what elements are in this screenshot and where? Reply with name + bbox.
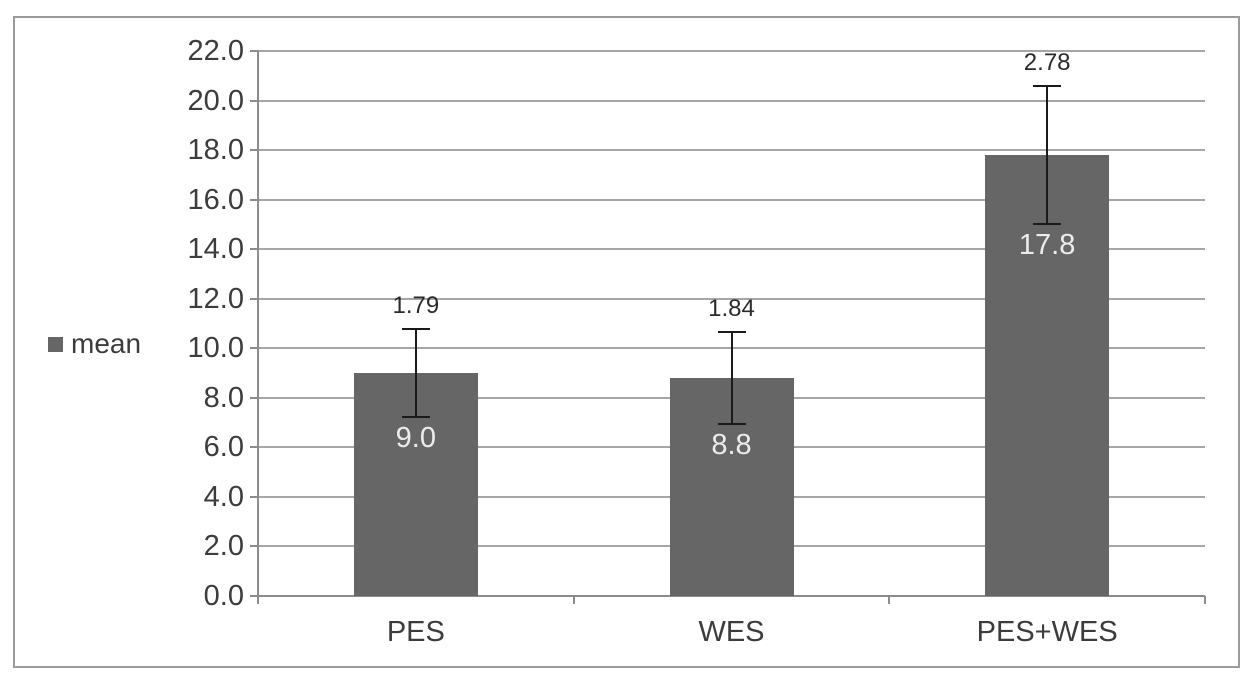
y-axis-tick <box>250 446 258 449</box>
y-axis-tick <box>250 297 258 300</box>
error-bar-cap-bottom <box>401 416 430 419</box>
error-bar-cap-top <box>401 327 430 330</box>
y-tick-label: 4.0 <box>203 480 244 513</box>
error-bar-cap-bottom <box>1033 222 1062 225</box>
y-axis-tick <box>250 396 258 399</box>
error-bar-cap-bottom <box>717 422 746 425</box>
gridline <box>258 50 1205 52</box>
legend-label: mean <box>71 328 142 359</box>
y-axis-tick <box>250 248 258 251</box>
x-axis-tick <box>257 596 259 604</box>
y-tick-label: 12.0 <box>187 282 244 315</box>
y-tick-label: 22.0 <box>187 35 244 67</box>
y-tick-label: 20.0 <box>187 84 244 117</box>
y-tick-label: 18.0 <box>187 134 244 167</box>
y-axis-tick <box>250 198 258 201</box>
gridline <box>258 297 1205 300</box>
x-axis-line <box>258 595 1205 597</box>
y-axis-tick <box>250 495 258 498</box>
y-axis-tick <box>250 595 258 597</box>
legend: mean <box>48 329 141 359</box>
error-bar-line <box>730 332 733 424</box>
gridline <box>258 99 1205 102</box>
y-axis-tick <box>250 99 258 102</box>
error-value-label: 1.84 <box>708 295 755 323</box>
y-tick-label: 6.0 <box>203 431 244 464</box>
y-axis-tick <box>250 545 258 548</box>
x-category-label-WES: WES <box>698 616 765 648</box>
error-value-label: 1.79 <box>392 291 440 319</box>
x-category-label-PES+WES: PES+WES <box>976 616 1118 648</box>
error-bar-cap-top <box>1033 85 1062 88</box>
x-axis-tick <box>1204 596 1206 604</box>
y-tick-label: 16.0 <box>187 183 244 216</box>
y-tick-label: 8.0 <box>203 381 244 414</box>
y-axis-tick <box>250 347 258 350</box>
x-axis-tick <box>888 596 891 604</box>
error-bar-cap-top <box>717 331 746 334</box>
y-tick-label: 0.0 <box>203 580 244 612</box>
error-bar-line <box>414 328 417 418</box>
legend-swatch-mean <box>48 336 63 352</box>
x-axis-tick <box>572 596 575 604</box>
bar-value-label: 8.8 <box>711 428 752 461</box>
y-tick-label: 2.0 <box>203 530 244 563</box>
y-axis-tick <box>250 149 258 152</box>
gridline <box>258 149 1205 152</box>
error-bar-line <box>1046 86 1049 224</box>
bar-value-label: 9.0 <box>395 422 436 455</box>
x-category-label-PES: PES <box>386 616 445 648</box>
gridline <box>258 248 1205 251</box>
y-tick-label: 10.0 <box>187 332 244 365</box>
y-axis-line <box>257 51 259 598</box>
y-tick-label: 14.0 <box>187 233 244 266</box>
gridline <box>258 198 1205 201</box>
y-axis-tick <box>250 50 258 52</box>
bar-value-label: 17.8 <box>1018 228 1076 261</box>
bar-PES+WES <box>985 155 1110 596</box>
error-value-label: 2.78 <box>1023 49 1071 77</box>
